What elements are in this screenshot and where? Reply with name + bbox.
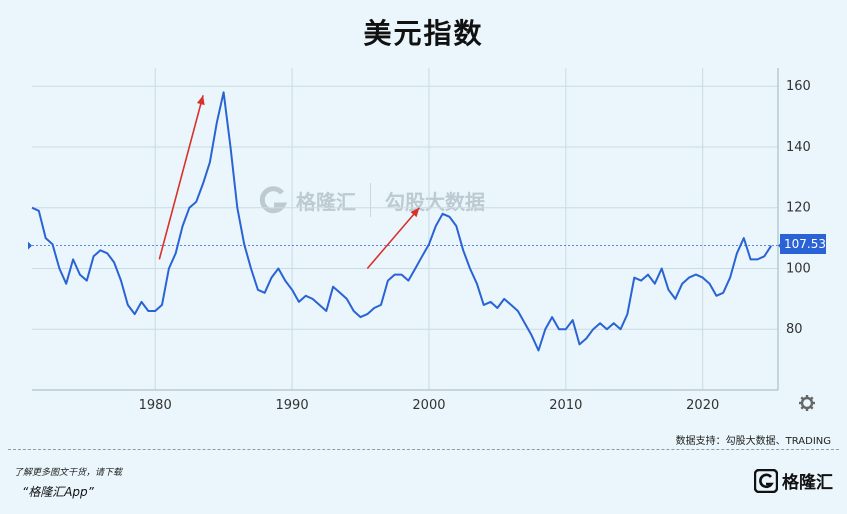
dollar-index-chart: 80 100 120 140 160 1980 1990 2000 2010 2020 [28,68,815,413]
current-value-label: 107.53 [780,234,826,254]
axes: 80 100 120 140 160 1980 1990 2000 2010 2020 [28,68,811,413]
y-tick-label: 140 [786,140,811,155]
annotation-arrow-shaft [158,95,204,260]
brand-logo: 格隆汇 [754,468,833,493]
settings-gear-icon[interactable] [799,395,815,411]
watermark-g-icon [259,186,288,214]
watermark-separator [370,183,371,217]
x-tick-label: 1980 [139,398,172,413]
current-value-marker-left [28,241,32,250]
series-line [31,91,773,352]
watermark-text-2: 勾股大数据 [385,189,485,214]
annotation-arrow-shaft [366,207,420,270]
x-tick-label: 1990 [276,398,309,413]
chart-title: 美元指数 [363,17,484,50]
y-tick-label: 100 [786,261,811,276]
footer-divider [8,449,839,450]
x-tick-label: 2010 [549,398,582,413]
y-tick-label: 120 [786,201,811,216]
x-tick-label: 2000 [412,398,445,413]
data-marks [31,91,773,352]
promo-line-2: “格隆汇App” [22,485,94,499]
watermark: 格隆汇 勾股大数据 [258,183,485,217]
watermark-text-1: 格隆汇 [296,189,356,214]
promo-line-1: 了解更多图文干货，请下载 [14,468,123,478]
logo-text: 格隆汇 [782,473,833,493]
annotation-arrow-head [196,95,205,106]
grid-lines [32,68,778,390]
annotation-arrow-head [410,207,420,218]
y-tick-label: 160 [786,79,811,94]
y-tick-label: 80 [786,322,803,337]
x-tick-label: 2020 [686,398,719,413]
data-source: 数据支持：勾股大数据、TRADING [675,436,831,447]
logo-g-icon [754,468,778,493]
annotation-arrows [158,95,420,270]
